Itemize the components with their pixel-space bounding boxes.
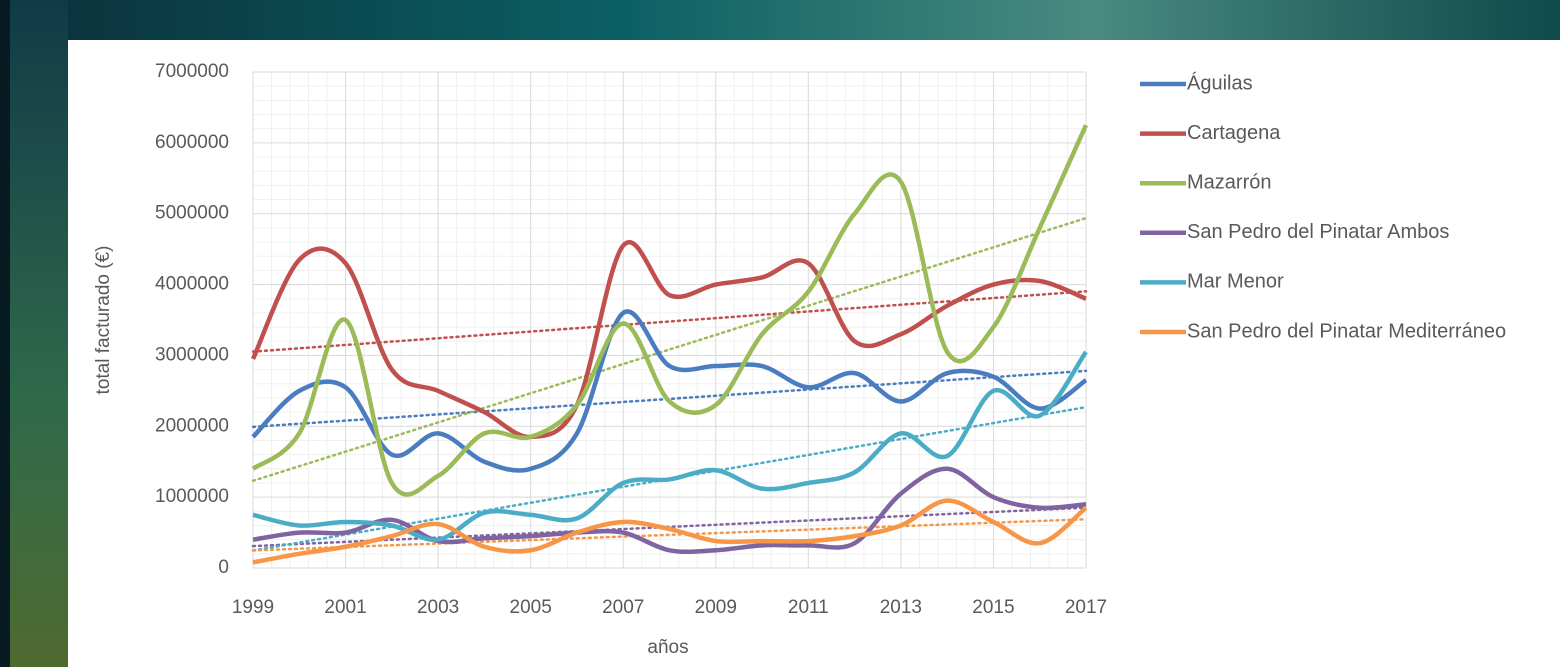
legend-label: San Pedro del Pinatar Ambos [1187, 221, 1449, 243]
y-tick-label: 1000000 [155, 486, 229, 507]
x-tick-label: 2003 [417, 597, 459, 618]
x-tick-label: 2005 [510, 597, 552, 618]
chart-panel [68, 40, 1560, 667]
y-tick-label: 5000000 [155, 203, 229, 224]
x-tick-label: 2001 [324, 597, 366, 618]
x-tick-label: 2011 [788, 597, 829, 618]
side-strip [0, 0, 68, 667]
chart: años total facturado (€) 0 1000000 2000000… [0, 0, 1560, 667]
x-tick-label: 1999 [232, 597, 274, 618]
x-tick-label: 2009 [695, 597, 737, 618]
page: años total facturado (€) 0 1000000 2000000… [0, 0, 1560, 667]
side-edge [0, 0, 10, 667]
x-tick-label: 2015 [972, 597, 1014, 618]
x-tick-label: 2007 [602, 597, 644, 618]
y-tick-label: 2000000 [155, 415, 229, 436]
y-tick-label: 3000000 [155, 344, 229, 365]
x-tick-label: 2017 [1065, 597, 1107, 618]
y-axis-title: total facturado (€) [93, 246, 114, 395]
y-tick-label: 0 [218, 557, 229, 578]
legend-label: Águilas [1187, 71, 1253, 94]
legend-label: Cartagena [1187, 122, 1281, 144]
x-tick-label: 2013 [880, 597, 922, 618]
legend-label: Mar Menor [1187, 271, 1284, 293]
y-tick-label: 7000000 [155, 61, 229, 82]
x-axis-title: años [647, 637, 688, 658]
legend-label: San Pedro del Pinatar Mediterráneo [1187, 320, 1506, 342]
legend-label: Mazarrón [1187, 171, 1271, 193]
y-tick-label: 4000000 [155, 274, 229, 295]
y-tick-label: 6000000 [155, 132, 229, 153]
